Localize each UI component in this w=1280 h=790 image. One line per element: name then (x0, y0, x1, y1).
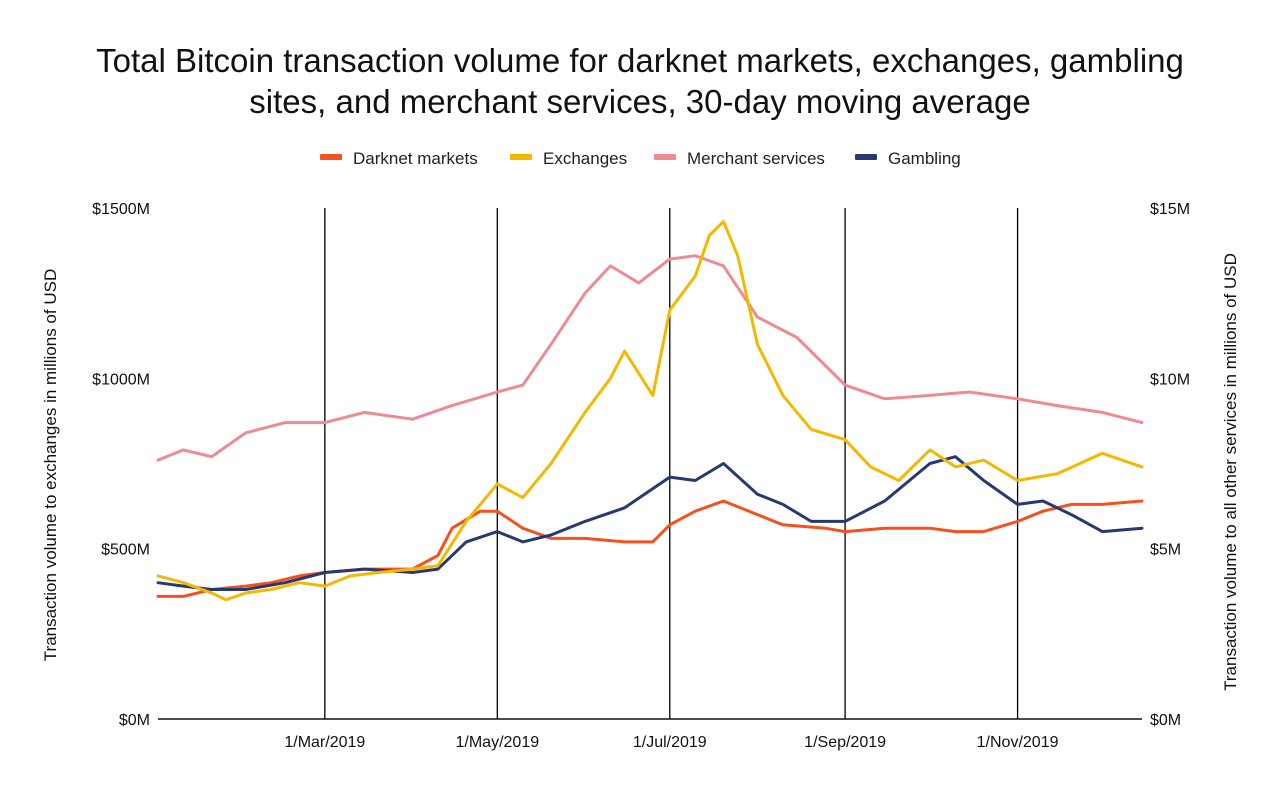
x-tick-labels: 1/Mar/2019 1/May/2019 1/Jul/2019 1/Sep/2019… (284, 734, 1058, 751)
y-right-tick-label: $10M (1150, 371, 1190, 388)
y-right-tick-label: $15M (1150, 201, 1190, 218)
legend-item-gambling: Gambling (855, 149, 961, 168)
x-tick-label: 1/Nov/2019 (977, 734, 1059, 751)
x-tick-label: 1/Mar/2019 (284, 734, 365, 751)
y-right-tick-label: $5M (1150, 542, 1181, 559)
legend-swatch (654, 154, 676, 160)
chart-title-line-1: Total Bitcoin transaction volume for dar… (96, 42, 1184, 79)
x-tick-label: 1/May/2019 (456, 734, 540, 751)
legend-swatch (320, 154, 342, 160)
series-line-exchanges (156, 220, 1144, 602)
y-left-tick-label: $1000M (92, 371, 150, 388)
y-right-tick-labels: $0M $5M $10M $15M (1150, 201, 1190, 729)
legend-item-darknet-markets: Darknet markets (320, 149, 478, 168)
y-left-axis-title: Transaction volume to exchanges in milli… (41, 269, 60, 661)
series-line-merchant-services (156, 254, 1144, 462)
y-left-tick-label: $500M (101, 542, 150, 559)
series-line-darknet-markets (156, 499, 1144, 598)
y-left-tick-labels: $0M $500M $1000M $1500M (92, 201, 150, 729)
series-layer (156, 220, 1144, 602)
legend-label: Merchant services (687, 149, 825, 168)
y-right-tick-label: $0M (1150, 712, 1181, 729)
x-tick-label: 1/Jul/2019 (633, 734, 707, 751)
y-right-axis-title: Transaction volume to all other services… (1221, 253, 1240, 691)
x-tick-label: 1/Sep/2019 (804, 734, 886, 751)
y-left-tick-label: $0M (119, 712, 150, 729)
legend-swatch (510, 154, 532, 160)
series-line-gambling (156, 455, 1144, 591)
legend-swatch (855, 154, 877, 160)
gridlines (324, 208, 1019, 719)
legend-item-merchant-services: Merchant services (654, 149, 825, 168)
legend-item-exchanges: Exchanges (510, 149, 627, 168)
y-left-tick-label: $1500M (92, 201, 150, 218)
legend-label: Exchanges (543, 149, 627, 168)
chart-legend: Darknet markets Exchanges Merchant service… (320, 149, 961, 168)
legend-label: Darknet markets (353, 149, 478, 168)
chart-title-line-2: sites, and merchant services, 30-day mov… (249, 83, 1030, 120)
legend-label: Gambling (888, 149, 961, 168)
